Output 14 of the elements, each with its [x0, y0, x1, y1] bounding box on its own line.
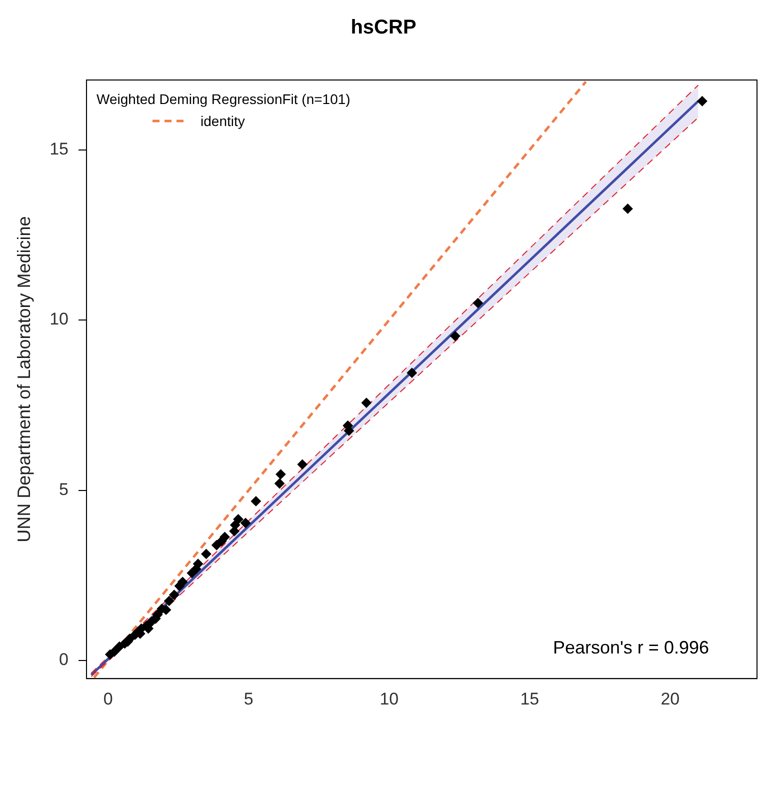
legend-label: identity	[200, 113, 245, 129]
chart-title: hsCRP	[350, 16, 416, 39]
y-tick-label: 15	[50, 139, 69, 158]
x-tick-label: 10	[380, 689, 399, 708]
x-tick-label: 15	[520, 689, 540, 708]
x-tick-label: 20	[660, 689, 680, 708]
annotation: Pearson's r = 0.996	[552, 638, 709, 658]
x-tick-label: 0	[103, 689, 113, 708]
y-axis-title: UNN Department of Laboratory Medicine	[14, 216, 34, 542]
y-tick-label: 10	[50, 310, 69, 329]
y-tick-label: 5	[59, 480, 69, 499]
legend-title: Weighted Deming RegressionFit (n=101)	[96, 91, 350, 107]
y-tick-label: 0	[59, 650, 69, 670]
x-tick-label: 5	[244, 689, 254, 708]
